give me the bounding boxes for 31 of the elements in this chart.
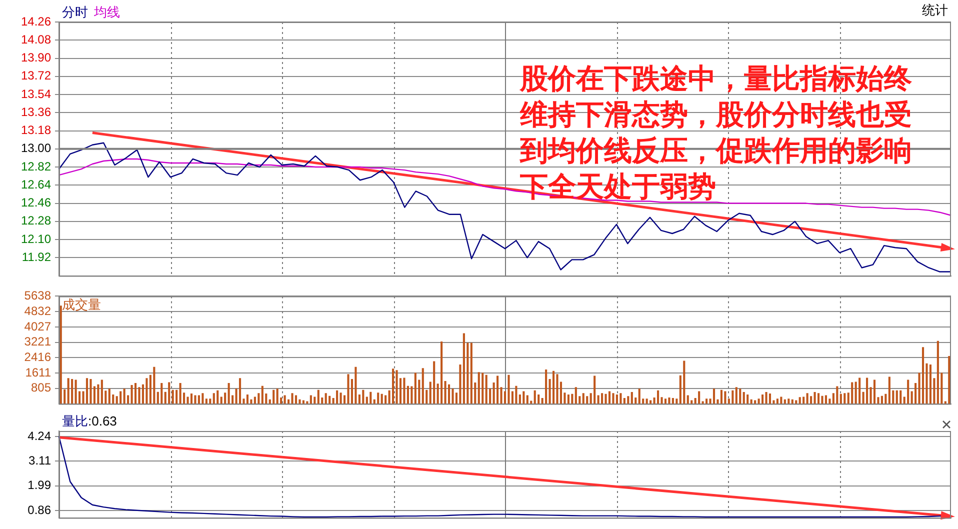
y-tick-label: 3.11 — [28, 454, 52, 468]
y-tick-label: 0.86 — [28, 502, 52, 517]
text: :0.63 — [88, 414, 117, 429]
y-tick-label: 13.36 — [20, 104, 52, 119]
series-label: 成交量 — [62, 296, 101, 312]
y-tick-label: 13.00 — [20, 141, 52, 156]
y-tick-label: 5638 — [24, 288, 52, 303]
y-tick-label: 14.08 — [20, 32, 52, 46]
y-tick-label: 12.82 — [20, 159, 52, 174]
y-tick-label: 1.99 — [28, 478, 52, 492]
y-tick-label: 12.10 — [20, 232, 52, 246]
text: 统计 — [922, 2, 948, 18]
y-tick-label: 13.90 — [20, 50, 52, 65]
y-tick-label: 1611 — [25, 365, 52, 380]
y-tick-label: 2416 — [24, 350, 52, 364]
y-tick-label: 13.72 — [20, 68, 52, 83]
y-tick-label: 12.64 — [20, 177, 52, 192]
y-tick-label: 13.54 — [20, 86, 52, 101]
y-tick-label: 3221 — [24, 334, 52, 349]
y-tick-label: 14.26 — [20, 14, 52, 28]
y-tick-label: 13.18 — [20, 123, 52, 138]
text: 分时 — [62, 4, 88, 20]
y-tick-label: 805 — [30, 380, 52, 395]
series-label: 量比 — [62, 414, 88, 429]
y-tick-label: 4.24 — [28, 428, 52, 443]
text: 均线 — [93, 4, 120, 20]
y-tick-label: 11.92 — [22, 250, 52, 264]
y-tick-label: 12.46 — [20, 196, 52, 210]
y-tick-label: 12.28 — [20, 214, 52, 228]
y-tick-label: 4027 — [24, 319, 52, 334]
y-tick-label: 4832 — [24, 304, 52, 318]
